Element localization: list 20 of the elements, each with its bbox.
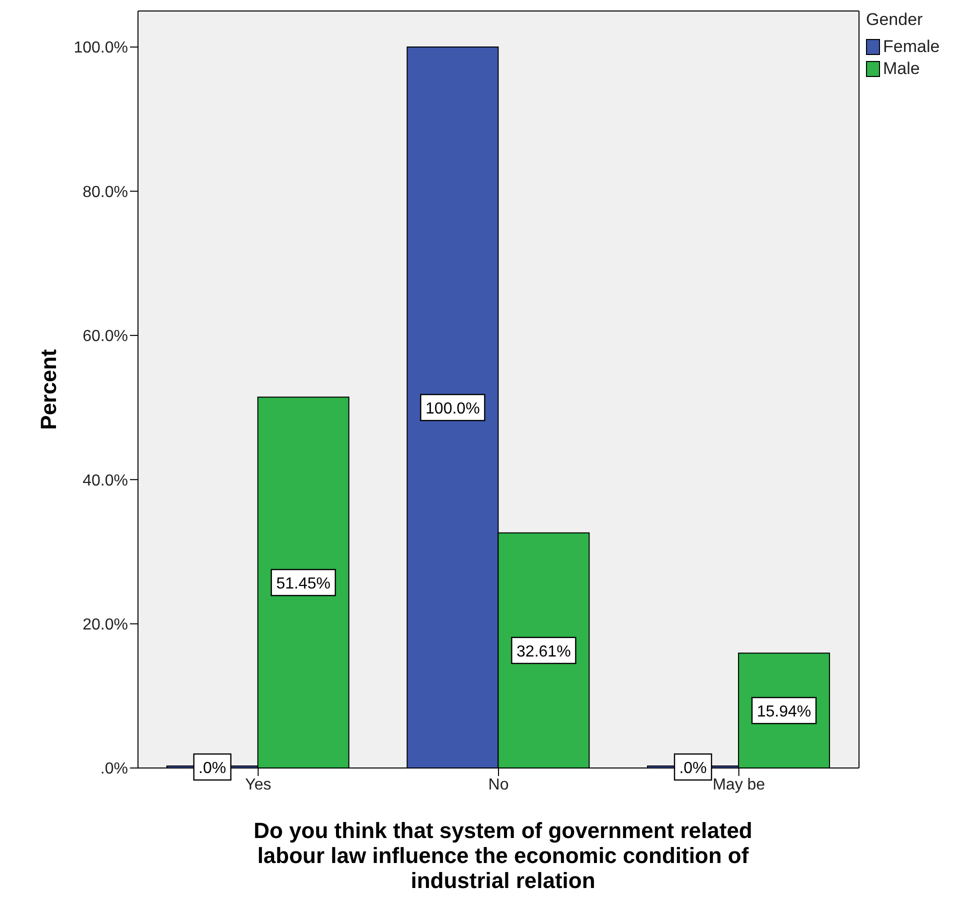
legend-title: Gender [866, 10, 924, 30]
y-tick-label: 100.0% [74, 40, 128, 57]
x-tick-label: No [488, 776, 509, 794]
legend-label: Female [883, 37, 940, 57]
data-label: .0% [198, 760, 226, 777]
x-tick-label: Yes [245, 776, 272, 794]
data-label: 51.45% [276, 576, 330, 593]
y-tick-label: 80.0% [82, 184, 128, 201]
data-label: .0% [679, 760, 707, 777]
y-tick-label: 60.0% [82, 328, 128, 346]
y-axis-title: Percent [36, 348, 61, 430]
data-label: 15.94% [756, 704, 812, 721]
y-tick-label: 40.0% [82, 472, 128, 490]
y-tick-label: 20.0% [82, 616, 128, 634]
x-tick-label: May be [712, 776, 766, 794]
y-tick-label: .0% [100, 760, 128, 778]
legend-label: Male [883, 59, 920, 79]
x-axis-title: Do you think that system of government related labour law influence the economic condition of industrial relation [252, 818, 754, 893]
data-label: 32.61% [516, 643, 571, 660]
data-label: 100.0% [426, 400, 480, 418]
